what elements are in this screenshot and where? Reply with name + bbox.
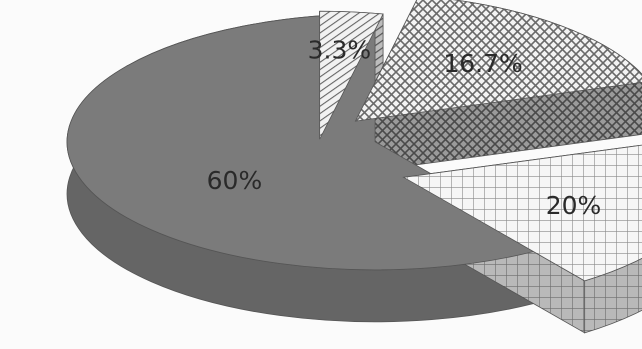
slice-label: 16.7% [443,49,522,78]
pie-slice-top [319,10,384,140]
slice-label: 60% [207,166,263,195]
slice-label: 3.3% [308,35,372,64]
pie-labels: 60% 3.3% 16.7% 20% [207,35,602,220]
pie-slice-top [354,0,642,122]
pie-slice-top [402,144,642,282]
pie-slice-tops [66,0,642,282]
slice-label: 20% [546,191,602,220]
pie-slice-top [66,13,558,271]
